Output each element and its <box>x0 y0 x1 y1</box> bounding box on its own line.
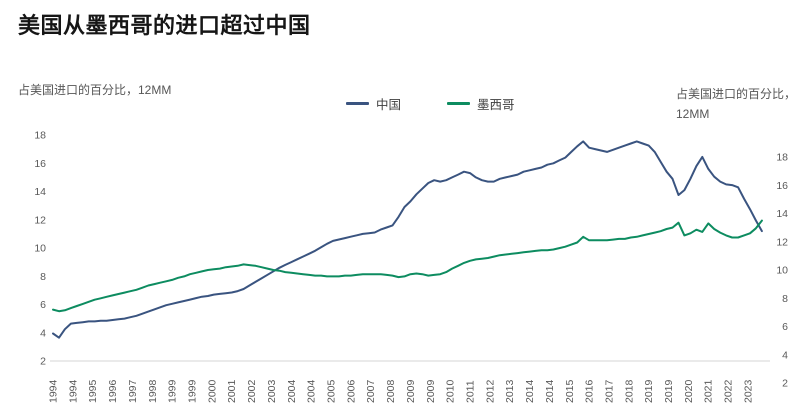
svg-text:1997: 1997 <box>127 379 139 403</box>
svg-text:2011: 2011 <box>464 380 476 403</box>
svg-text:1994: 1994 <box>48 379 60 403</box>
svg-text:12: 12 <box>776 236 788 248</box>
svg-text:2015: 2015 <box>564 379 576 403</box>
svg-text:2020: 2020 <box>683 379 695 403</box>
svg-text:2013: 2013 <box>504 379 516 403</box>
svg-text:2007: 2007 <box>365 379 377 403</box>
left-axis-label: 占美国进口的百分比，12MM <box>18 83 172 97</box>
legend-item-china: 中国 <box>346 94 401 113</box>
svg-text:2002: 2002 <box>246 379 258 403</box>
svg-text:6: 6 <box>782 321 788 333</box>
svg-text:1996: 1996 <box>107 379 119 403</box>
svg-text:2010: 2010 <box>445 379 457 403</box>
legend-item-mexico: 墨西哥 <box>447 94 515 113</box>
svg-text:6: 6 <box>40 299 46 311</box>
svg-text:2019: 2019 <box>643 379 655 403</box>
mexico-line-swatch-icon <box>447 102 471 105</box>
page-title: 美国从墨西哥的进口超过中国 <box>18 13 311 38</box>
svg-text:8: 8 <box>782 293 788 305</box>
right-axis-label: 占美国进口的百分比， 12MM <box>676 84 796 124</box>
svg-text:2022: 2022 <box>723 379 735 403</box>
svg-text:2008: 2008 <box>385 379 397 403</box>
svg-text:2014: 2014 <box>544 379 556 403</box>
svg-text:2000: 2000 <box>206 379 218 403</box>
svg-text:18: 18 <box>776 152 788 164</box>
svg-text:2005: 2005 <box>325 379 337 403</box>
svg-text:12: 12 <box>34 214 46 226</box>
svg-text:2021: 2021 <box>703 379 715 403</box>
svg-text:2018: 2018 <box>623 379 635 403</box>
svg-text:2: 2 <box>40 356 46 368</box>
svg-text:2019: 2019 <box>663 379 675 403</box>
svg-text:1994: 1994 <box>67 379 79 403</box>
svg-text:14: 14 <box>34 186 46 198</box>
chart-legend: 中国 墨西哥 <box>346 94 515 113</box>
legend-label-china: 中国 <box>376 98 402 112</box>
svg-text:1998: 1998 <box>147 379 159 403</box>
svg-text:2001: 2001 <box>226 379 238 403</box>
svg-text:10: 10 <box>776 265 788 277</box>
svg-text:2004: 2004 <box>306 379 318 403</box>
svg-text:16: 16 <box>34 158 46 170</box>
svg-text:2006: 2006 <box>345 379 357 403</box>
svg-text:2014: 2014 <box>524 379 536 403</box>
svg-text:1995: 1995 <box>87 379 99 403</box>
svg-text:2009: 2009 <box>405 379 417 403</box>
svg-text:10: 10 <box>34 243 46 255</box>
svg-text:1999: 1999 <box>167 379 179 403</box>
svg-text:4: 4 <box>40 327 46 339</box>
svg-text:18: 18 <box>34 130 46 142</box>
svg-text:2023: 2023 <box>742 379 754 403</box>
svg-text:14: 14 <box>776 208 788 220</box>
svg-text:8: 8 <box>40 271 46 283</box>
svg-text:16: 16 <box>776 180 788 192</box>
svg-text:2012: 2012 <box>484 379 496 403</box>
svg-text:2004: 2004 <box>286 379 298 403</box>
legend-label-mexico: 墨西哥 <box>477 98 515 112</box>
svg-text:4: 4 <box>782 349 788 361</box>
svg-text:2: 2 <box>782 378 788 390</box>
svg-text:2009: 2009 <box>425 379 437 403</box>
right-axis-label-line2: 12MM <box>676 107 710 121</box>
svg-text:2017: 2017 <box>603 379 615 403</box>
svg-text:2003: 2003 <box>266 379 278 403</box>
svg-text:1999: 1999 <box>186 379 198 403</box>
china-line-swatch-icon <box>346 102 369 105</box>
svg-text:2016: 2016 <box>584 379 596 403</box>
right-axis-label-line1: 占美国进口的百分比， <box>676 87 797 101</box>
